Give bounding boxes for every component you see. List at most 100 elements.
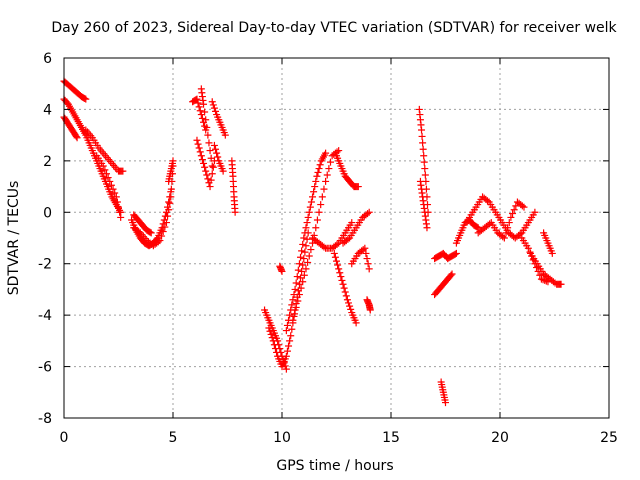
- data-point-interp: [196, 148, 204, 156]
- y-tick-label: 6: [43, 51, 52, 67]
- data-point-interp: [294, 266, 302, 274]
- data-point-interp: [205, 139, 213, 147]
- data-point-interp: [301, 229, 309, 237]
- data-point-interp: [451, 250, 459, 258]
- data-point-interp: [297, 284, 305, 292]
- data-point: [82, 95, 90, 103]
- data-point-interp: [288, 301, 296, 309]
- data-point: [343, 296, 351, 304]
- data-point: [365, 208, 373, 216]
- data-point-interp: [167, 185, 175, 193]
- data-point-interp: [363, 255, 371, 263]
- data-point: [221, 131, 229, 139]
- series-arc-12: [197, 85, 216, 170]
- data-point-interp: [159, 220, 167, 228]
- data-point-interp: [297, 274, 305, 282]
- data-point: [339, 280, 347, 288]
- x-axis-label: GPS time / hours: [276, 458, 393, 474]
- series-arc-32: [452, 216, 482, 247]
- data-point-interp: [146, 228, 154, 236]
- chart-title: Day 260 of 2023, Sidereal Day-to-day VTE…: [51, 20, 617, 36]
- ticks-layer: 0 5 10 15 20 25 -8 -6 -4 -2 0 2 4 6: [38, 51, 618, 446]
- data-point-interp: [271, 345, 279, 353]
- series-arc-18: [276, 262, 286, 275]
- x-tick-label: 5: [169, 430, 178, 446]
- series-arc-17: [265, 229, 312, 371]
- data-point-interp: [315, 165, 323, 173]
- data-point-interp: [292, 303, 300, 311]
- data-point-interp: [301, 248, 309, 256]
- data-point: [423, 224, 431, 232]
- data-point-interp: [320, 185, 328, 193]
- data-point: [282, 365, 290, 373]
- series-arc-36: [527, 249, 565, 288]
- series-arc-1: [60, 77, 90, 103]
- y-tick-label: -4: [38, 308, 52, 324]
- data-point-interp: [509, 210, 517, 218]
- data-point-interp: [318, 193, 326, 201]
- series-arc-34: [474, 198, 528, 242]
- x-tick-label: 10: [273, 430, 291, 446]
- data-point: [278, 267, 286, 275]
- data-point: [520, 203, 528, 211]
- data-point-interp: [161, 223, 169, 231]
- data-point-interp: [313, 216, 321, 224]
- data-point-interp: [214, 153, 222, 161]
- data-point-interp: [336, 269, 344, 277]
- data-point-interp: [206, 147, 214, 155]
- data-point-interp: [307, 198, 315, 206]
- data-point: [548, 249, 556, 257]
- data-point: [537, 275, 545, 283]
- data-point-interp: [316, 161, 324, 169]
- data-point-interp: [320, 243, 328, 251]
- data-point-interp: [346, 302, 354, 310]
- data-point: [162, 219, 170, 227]
- y-tick-label: -8: [38, 411, 52, 427]
- data-point: [147, 229, 155, 237]
- data-point: [507, 213, 515, 221]
- series-arc-25: [348, 244, 373, 273]
- data-point-interp: [201, 163, 209, 171]
- data-point: [265, 324, 273, 332]
- data-point-interp: [303, 219, 311, 227]
- data-point: [210, 141, 218, 149]
- series-arc-9: [165, 157, 177, 185]
- data-point-interp: [333, 240, 341, 248]
- data-point-interp: [302, 224, 310, 232]
- series-arc-29: [431, 249, 460, 263]
- data-point-interp: [499, 233, 507, 241]
- data-point-interp: [483, 197, 491, 205]
- data-point-interp: [312, 224, 320, 232]
- data-point-interp: [283, 321, 291, 329]
- data-point-interp: [195, 144, 203, 152]
- x-tick-label: 15: [382, 430, 400, 446]
- data-point: [208, 98, 216, 106]
- data-point-interp: [331, 253, 339, 261]
- data-point-interp: [305, 208, 313, 216]
- x-tick-label: 0: [60, 430, 69, 446]
- data-point: [361, 244, 369, 252]
- data-point-interp: [207, 176, 215, 184]
- data-point: [315, 208, 323, 216]
- series-arc-7: [130, 162, 177, 250]
- data-point: [500, 234, 508, 242]
- data-point-interp: [198, 114, 206, 122]
- data-point-interp: [208, 170, 216, 178]
- data-point-interp: [300, 271, 308, 279]
- data-point-interp: [344, 235, 352, 243]
- data-point-interp: [164, 212, 172, 220]
- data-point-interp: [291, 310, 299, 318]
- data-point-interp: [314, 168, 322, 176]
- data-point: [322, 149, 330, 157]
- data-point: [335, 147, 343, 155]
- data-point-interp: [202, 116, 210, 124]
- data-point: [348, 219, 356, 227]
- data-point-interp: [421, 171, 429, 179]
- data-point-interp: [195, 103, 203, 111]
- data-point: [200, 100, 208, 108]
- data-point-interp: [207, 154, 215, 162]
- data-point-interp: [204, 175, 212, 183]
- series-arc-31: [437, 378, 449, 407]
- data-point: [330, 249, 338, 257]
